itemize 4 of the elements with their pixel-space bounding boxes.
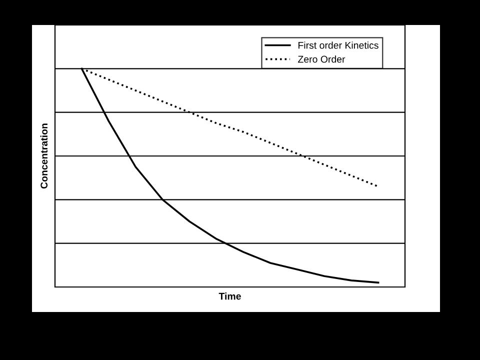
y-axis-title: Concentration [40,124,48,189]
x-axis-title: Time [218,292,241,300]
legend-label: Zero Order [298,56,346,63]
legend-label: First order Kinetics [298,42,378,49]
